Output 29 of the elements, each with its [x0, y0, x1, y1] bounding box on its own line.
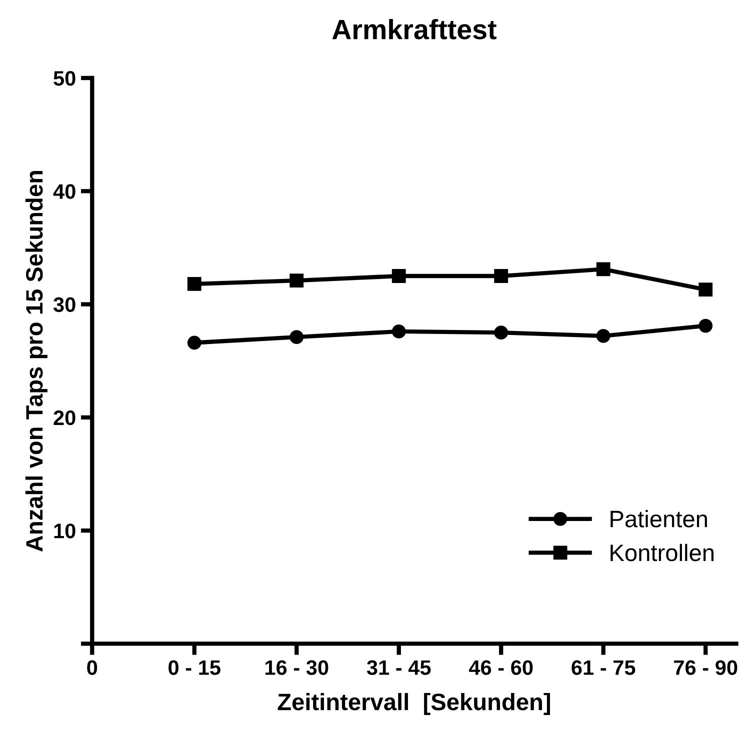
point [494, 269, 508, 283]
legend-label: Kontrollen [610, 544, 714, 562]
y-tick-label: 50 [54, 71, 76, 86]
chart-title: Armkrafttest [332, 18, 496, 40]
x-tick-label: 16 - 30 [266, 660, 328, 676]
x-tick-label: 0 - 15 [168, 660, 220, 675]
point [392, 269, 406, 283]
point [187, 276, 202, 291]
x-tick-label: 0 [87, 660, 98, 675]
point [698, 318, 713, 333]
x-tick-label: 46 - 60 [468, 660, 533, 675]
y-tick-label: 30 [53, 297, 76, 312]
point [494, 326, 508, 340]
point [187, 336, 202, 350]
point [596, 329, 610, 343]
y-tick-label: 40 [53, 184, 76, 199]
y-axis-title: Anzahl von Taps pro 15 Sekunden [25, 170, 48, 552]
x-tick-label: 61 - 75 [572, 660, 636, 675]
x-tick-label: 31 - 45 [366, 660, 431, 676]
legend-label: Patienten [610, 510, 707, 528]
x-tick-label: 76 - 90 [674, 660, 738, 675]
y-tick-label: 20 [54, 410, 76, 426]
point [290, 330, 304, 344]
point [698, 282, 713, 297]
x-axis-title: Zeitintervall [Sekunden] [278, 692, 550, 715]
point [596, 262, 610, 276]
point [290, 274, 304, 288]
y-tick-label: 10 [54, 524, 76, 538]
point [392, 324, 406, 338]
